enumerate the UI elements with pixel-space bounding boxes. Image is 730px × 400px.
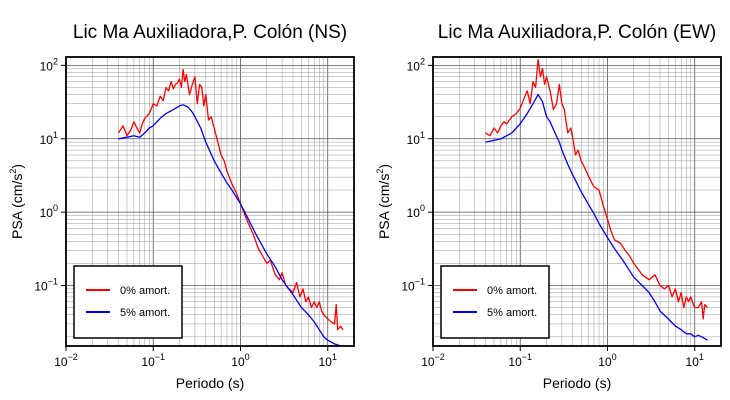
series-line-damping-5pct [485,93,708,341]
grid [65,57,355,346]
y-axis-label: PSA (cm/s2) [375,164,392,239]
x-axis-label: Periodo (s) [176,375,244,391]
legend-box [73,265,183,339]
chart-panel-ns: 10−2 10−1 100 101 10−1 100 101 102 Lic Ma Auxili… [8,22,355,391]
x-tick-label: 10−1 [141,352,165,369]
legend-label-damping-5pct: 5% amort. [487,307,537,319]
grid [432,57,722,346]
x-tick-label: 10−2 [421,352,445,369]
legend: 0% amort. 5% amort. [73,265,183,339]
series-line-damping-5pct [118,104,341,347]
legend-label-damping-0pct: 0% amort. [487,285,537,297]
y-tick-label: 101 [40,130,58,147]
y-tick-label: 101 [407,130,425,147]
x-tick-label: 101 [686,352,704,369]
y-tick-label: 100 [40,203,58,220]
y-tick-label: 10−1 [401,277,425,294]
legend-label-damping-5pct: 5% amort. [120,307,170,319]
legend-box [440,265,550,339]
x-tick-label: 10−2 [54,352,78,369]
y-tick-label: 10−1 [34,277,58,294]
chart-title: Lic Ma Auxiliadora,P. Colón (EW) [438,22,716,43]
y-axis-label: PSA (cm/s2) [8,164,25,239]
series-line-damping-0pct [117,68,344,331]
y-tick-label: 102 [40,56,58,73]
series-line-damping-0pct [485,58,708,320]
legend-label-damping-0pct: 0% amort. [120,285,170,297]
x-tick-label: 101 [319,352,337,369]
y-tick-label: 102 [407,56,425,73]
x-axis-label: Periodo (s) [543,375,611,391]
legend: 0% amort. 5% amort. [440,265,550,339]
plot-frame [432,56,722,347]
y-tick-label: 100 [407,203,425,220]
x-tick-label: 100 [231,352,249,369]
chart-panel-ew: 10−2 10−1 100 101 10−1 100 101 102 Lic Ma Auxili… [375,22,722,391]
chart-title: Lic Ma Auxiliadora,P. Colón (NS) [73,22,347,43]
x-tick-label: 100 [598,352,616,369]
plot-frame [65,56,355,347]
x-tick-label: 10−1 [508,352,532,369]
